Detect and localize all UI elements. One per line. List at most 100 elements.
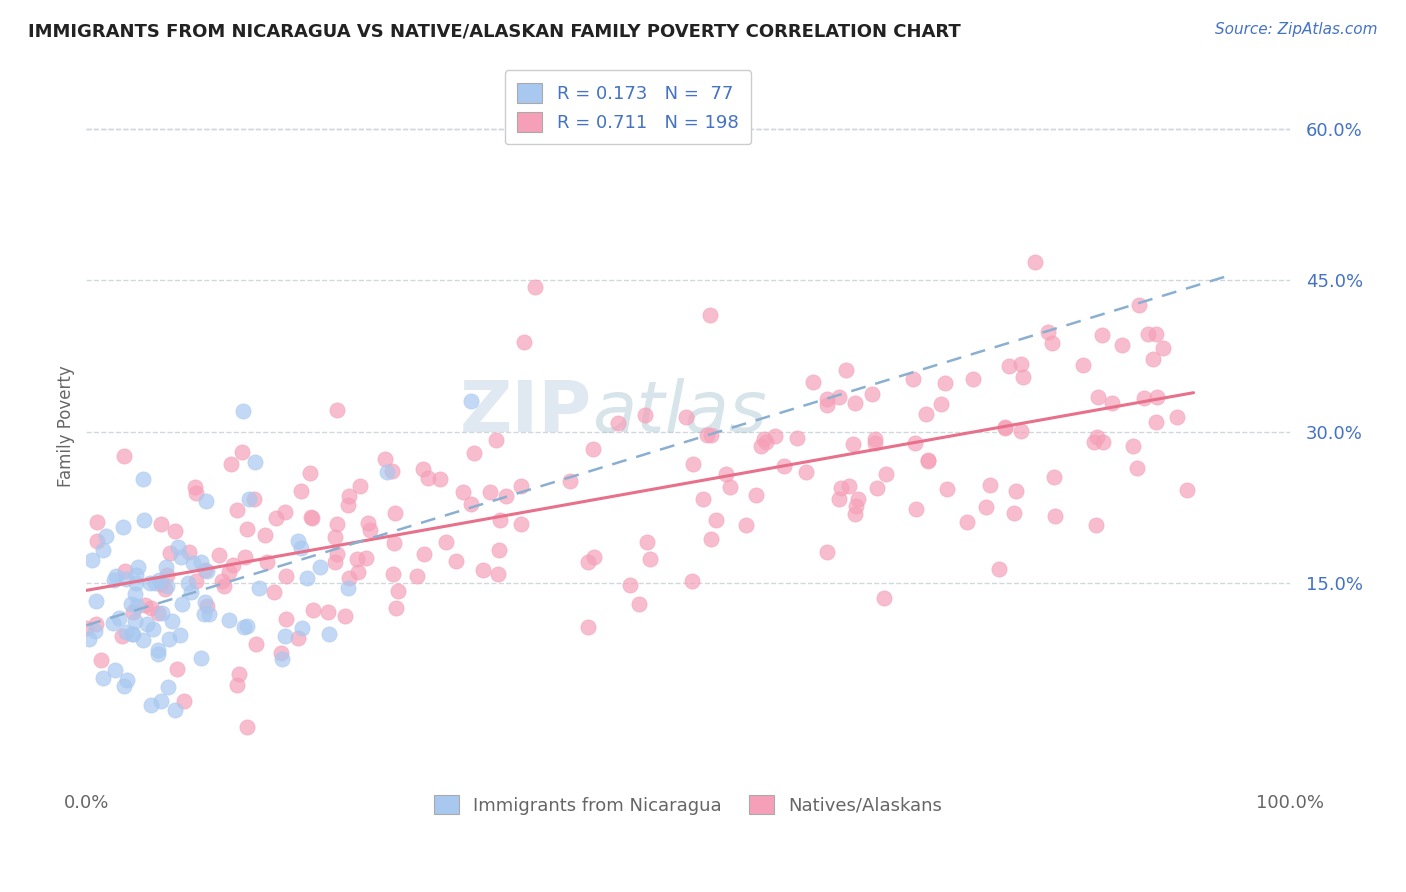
Point	[150, 576, 173, 591]
Point	[218, 566, 240, 580]
Point	[299, 510, 322, 524]
Point	[382, 567, 405, 582]
Point	[1083, 435, 1105, 450]
Point	[716, 467, 738, 481]
Point	[749, 438, 772, 452]
Point	[316, 606, 339, 620]
Point	[718, 480, 741, 494]
Point	[117, 673, 139, 688]
Point	[103, 615, 125, 630]
Point	[150, 607, 173, 621]
Point	[84, 593, 107, 607]
Point	[80, 553, 103, 567]
Point	[838, 479, 860, 493]
Point	[873, 591, 896, 606]
Point	[451, 485, 474, 500]
Point	[301, 511, 323, 525]
Point	[347, 565, 370, 579]
Point	[931, 397, 953, 411]
Point	[772, 458, 794, 473]
Point	[121, 627, 143, 641]
Point	[291, 621, 314, 635]
Point	[184, 574, 207, 588]
Point	[84, 624, 107, 638]
Point	[835, 362, 858, 376]
Point	[412, 462, 434, 476]
Point	[323, 555, 346, 569]
Point	[619, 578, 641, 592]
Legend: Immigrants from Nicaragua, Natives/Alaskans: Immigrants from Nicaragua, Natives/Alask…	[423, 784, 953, 825]
Point	[243, 455, 266, 469]
Point	[287, 631, 309, 645]
Point	[636, 534, 658, 549]
Point	[734, 517, 756, 532]
Point	[160, 614, 183, 628]
Point	[472, 562, 495, 576]
Point	[170, 597, 193, 611]
Point	[326, 547, 349, 561]
Point	[524, 280, 547, 294]
Point	[638, 552, 661, 566]
Point	[356, 550, 378, 565]
Point	[180, 585, 202, 599]
Point	[1137, 326, 1160, 341]
Point	[247, 581, 270, 595]
Point	[934, 376, 956, 390]
Point	[339, 489, 361, 503]
Point	[1038, 325, 1060, 339]
Point	[485, 434, 508, 448]
Point	[236, 720, 259, 734]
Point	[212, 579, 235, 593]
Point	[132, 512, 155, 526]
Point	[125, 599, 148, 613]
Point	[1144, 326, 1167, 341]
Point	[346, 551, 368, 566]
Point	[1087, 430, 1109, 444]
Point	[170, 550, 193, 565]
Point	[1111, 338, 1133, 352]
Point	[846, 491, 869, 506]
Point	[253, 528, 276, 542]
Point	[434, 535, 457, 549]
Point	[94, 529, 117, 543]
Point	[177, 545, 200, 559]
Point	[429, 472, 451, 486]
Point	[905, 502, 928, 516]
Point	[627, 597, 650, 611]
Point	[962, 372, 984, 386]
Point	[142, 622, 165, 636]
Point	[231, 444, 253, 458]
Point	[235, 522, 257, 536]
Point	[1040, 335, 1063, 350]
Point	[752, 432, 775, 446]
Point	[1133, 391, 1156, 405]
Point	[1002, 506, 1025, 520]
Point	[696, 428, 718, 442]
Point	[489, 513, 512, 527]
Point	[1011, 370, 1033, 384]
Point	[1101, 395, 1123, 409]
Point	[139, 698, 162, 713]
Point	[699, 532, 721, 546]
Point	[156, 579, 179, 593]
Point	[817, 545, 839, 559]
Point	[1142, 351, 1164, 366]
Point	[1146, 390, 1168, 404]
Point	[115, 572, 138, 586]
Point	[844, 395, 866, 409]
Point	[875, 467, 897, 482]
Point	[166, 662, 188, 676]
Point	[1071, 358, 1094, 372]
Point	[156, 568, 179, 582]
Point	[195, 564, 218, 578]
Point	[412, 547, 434, 561]
Point	[163, 524, 186, 538]
Point	[1010, 357, 1032, 371]
Point	[576, 555, 599, 569]
Point	[298, 467, 321, 481]
Point	[416, 471, 439, 485]
Point	[1087, 390, 1109, 404]
Point	[177, 576, 200, 591]
Point	[163, 702, 186, 716]
Point	[349, 478, 371, 492]
